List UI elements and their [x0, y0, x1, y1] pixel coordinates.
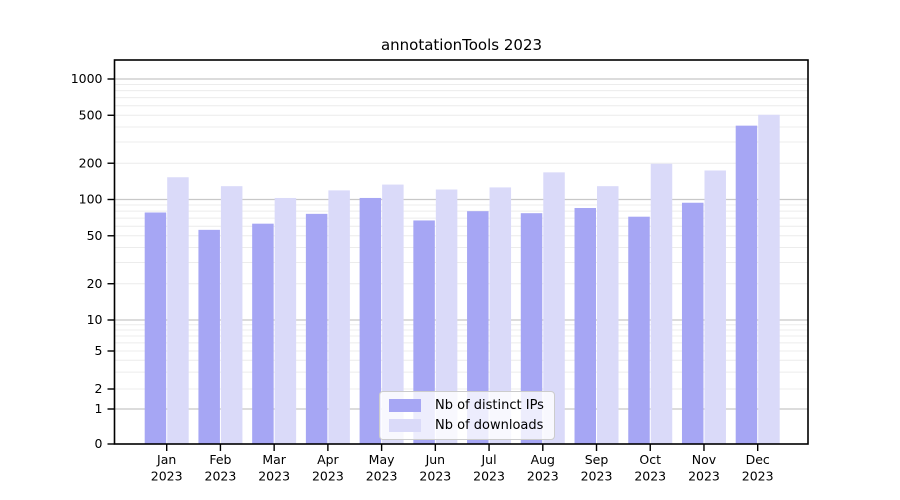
bar-nb-of-distinct-ips-feb-2023: [198, 229, 220, 444]
bar-nb-of-distinct-ips-aug-2023: [520, 213, 543, 444]
legend-swatch-downloads: [389, 419, 421, 432]
bar-nb-of-distinct-ips-may-2023: [359, 197, 382, 444]
y-tick-label-100: 100: [79, 192, 103, 207]
x-tick-label-feb-2023: Feb 2023: [205, 452, 237, 484]
x-tick-label-may-2023: May 2023: [366, 452, 398, 484]
bar-nb-of-distinct-ips-jun-2023: [413, 220, 435, 444]
axes-spines: [113, 59, 809, 445]
legend-row-distinct-ips: Nb of distinct IPs: [389, 398, 544, 413]
y-tick-label-500: 500: [79, 107, 103, 122]
y-tick-label-50: 50: [87, 228, 103, 243]
bar-nb-of-downloads-dec-2023: [758, 114, 780, 444]
bar-nb-of-downloads-feb-2023: [220, 186, 243, 444]
bar-nb-of-distinct-ips-mar-2023: [252, 223, 274, 444]
bar-nb-of-downloads-sep-2023: [597, 186, 619, 444]
x-tick-label-sep-2023: Sep 2023: [581, 452, 613, 484]
y-tick-label-5: 5: [95, 343, 103, 358]
x-tick-label-dec-2023: Dec 2023: [742, 452, 774, 484]
y-tick-label-0: 0: [95, 436, 103, 451]
bar-nb-of-downloads-jan-2023: [167, 177, 189, 444]
bar-nb-of-distinct-ips-apr-2023: [305, 213, 328, 444]
y-tick-label-200: 200: [79, 155, 103, 170]
x-tick-label-apr-2023: Apr 2023: [312, 452, 344, 484]
bar-nb-of-distinct-ips-nov-2023: [681, 202, 704, 444]
bar-nb-of-downloads-nov-2023: [704, 170, 726, 445]
legend-label-downloads: Nb of downloads: [435, 418, 544, 433]
bar-nb-of-downloads-oct-2023: [650, 163, 673, 445]
y-tick-label-2: 2: [95, 381, 103, 396]
bar-nb-of-downloads-jun-2023: [435, 189, 458, 444]
legend-swatch-distinct-ips: [389, 399, 421, 412]
x-tick-label-jan-2023: Jan 2023: [151, 452, 183, 484]
bar-nb-of-downloads-aug-2023: [543, 172, 565, 445]
bar-nb-of-distinct-ips-jul-2023: [467, 211, 489, 444]
legend: Nb of distinct IPs Nb of downloads: [379, 391, 555, 440]
bar-nb-of-downloads-may-2023: [382, 184, 404, 445]
x-tick-label-jun-2023: Jun 2023: [419, 452, 451, 484]
legend-row-downloads: Nb of downloads: [389, 418, 544, 433]
legend-label-distinct-ips: Nb of distinct IPs: [435, 398, 544, 413]
bar-nb-of-distinct-ips-dec-2023: [735, 125, 758, 444]
y-tick-label-1: 1: [95, 401, 103, 416]
x-tick-label-jul-2023: Jul 2023: [473, 452, 505, 484]
chart-title: annotationTools 2023: [380, 36, 543, 54]
bar-nb-of-distinct-ips-sep-2023: [574, 208, 597, 444]
bar-nb-of-downloads-mar-2023: [274, 197, 297, 444]
bar-nb-of-distinct-ips-jan-2023: [144, 212, 167, 444]
y-tick-label-20: 20: [87, 276, 103, 291]
bar-nb-of-distinct-ips-oct-2023: [628, 216, 650, 444]
bar-nb-of-downloads-jul-2023: [489, 187, 512, 445]
x-tick-label-nov-2023: Nov 2023: [688, 452, 720, 484]
y-tick-label-10: 10: [87, 312, 103, 327]
y-tick-label-1000: 1000: [71, 71, 103, 86]
x-tick-label-oct-2023: Oct 2023: [634, 452, 666, 484]
x-tick-label-mar-2023: Mar 2023: [258, 452, 290, 484]
bar-nb-of-downloads-apr-2023: [328, 190, 350, 444]
x-tick-label-aug-2023: Aug 2023: [527, 452, 559, 484]
